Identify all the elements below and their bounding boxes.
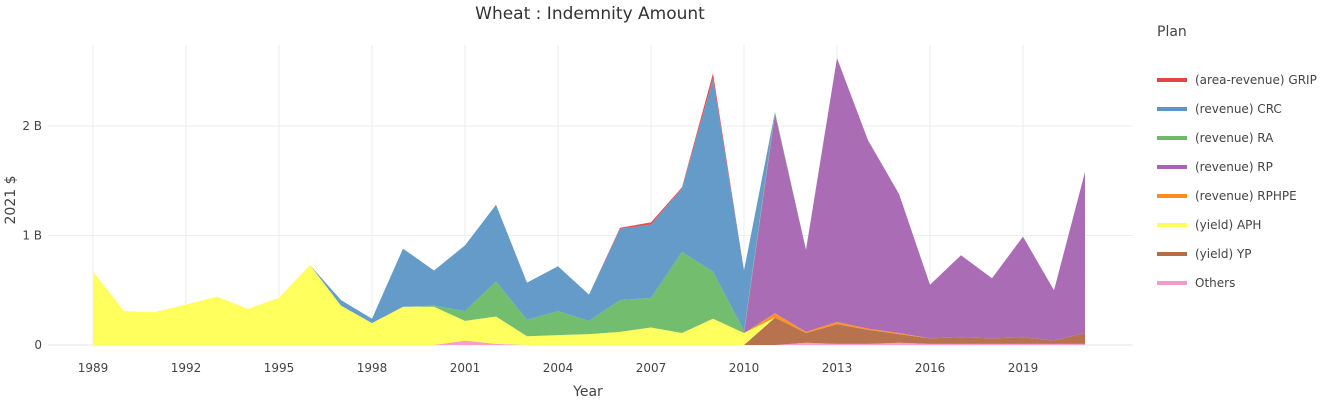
y-tick-labels: 0 1 B 2 B	[22, 119, 42, 352]
legend-swatch	[1157, 280, 1187, 285]
legend-swatch	[1157, 164, 1187, 169]
legend-item[interactable]: Others	[1157, 268, 1317, 297]
x-tick-label: 1998	[357, 361, 388, 375]
legend-item[interactable]: (revenue) RA	[1157, 123, 1317, 152]
y-tick-label: 0	[34, 338, 42, 352]
y-tick-label: 1 B	[22, 229, 42, 243]
legend-label: (revenue) CRC	[1195, 101, 1282, 116]
legend-item[interactable]: (revenue) CRC	[1157, 94, 1317, 123]
area-yield-aph[interactable]	[93, 265, 1085, 345]
x-axis-title: Year	[572, 384, 603, 400]
legend-label: (revenue) RP	[1195, 159, 1273, 174]
legend-label: (area-revenue) GRIP	[1195, 72, 1317, 87]
legend-item[interactable]: (yield) YP	[1157, 239, 1317, 268]
legend-label: (revenue) RPHPE	[1195, 188, 1297, 203]
legend-item[interactable]: (revenue) RPHPE	[1157, 181, 1317, 210]
legend-swatch	[1157, 135, 1187, 140]
area-revenue-rp[interactable]	[93, 58, 1085, 341]
legend-title: Plan	[1157, 24, 1187, 40]
legend-label: Others	[1195, 275, 1236, 290]
y-tick-label: 2 B	[22, 119, 42, 133]
legend: (area-revenue) GRIP (revenue) CRC (revenue…	[1157, 65, 1317, 297]
y-axis-title: 2021 $	[3, 176, 19, 225]
x-tick-label: 2016	[915, 361, 946, 375]
x-tick-label: 1989	[78, 361, 109, 375]
legend-label: (yield) APH	[1195, 217, 1262, 232]
legend-swatch	[1157, 106, 1187, 111]
legend-swatch	[1157, 77, 1187, 82]
legend-swatch	[1157, 251, 1187, 256]
x-tick-label: 2007	[636, 361, 667, 375]
x-tick-label: 2019	[1008, 361, 1039, 375]
legend-label: (revenue) RA	[1195, 130, 1274, 145]
x-tick-labels: 1989 1992 1995 1998 2001 2004 2007 2010 2013 2016…	[78, 361, 1039, 375]
x-tick-label: 2010	[729, 361, 760, 375]
legend-item[interactable]: (yield) APH	[1157, 210, 1317, 239]
series-areas	[93, 58, 1085, 345]
legend-item[interactable]: (area-revenue) GRIP	[1157, 65, 1317, 94]
legend-swatch	[1157, 193, 1187, 198]
area-yield-yp[interactable]	[93, 317, 1085, 345]
chart-title: Wheat : Indemnity Amount	[475, 4, 705, 24]
legend-label: (yield) YP	[1195, 246, 1252, 261]
legend-item[interactable]: (revenue) RP	[1157, 152, 1317, 181]
x-tick-label: 2001	[450, 361, 481, 375]
x-tick-label: 2004	[543, 361, 574, 375]
x-tick-label: 1992	[171, 361, 202, 375]
legend-swatch	[1157, 222, 1187, 227]
x-tick-label: 2013	[822, 361, 853, 375]
x-tick-label: 1995	[264, 361, 295, 375]
